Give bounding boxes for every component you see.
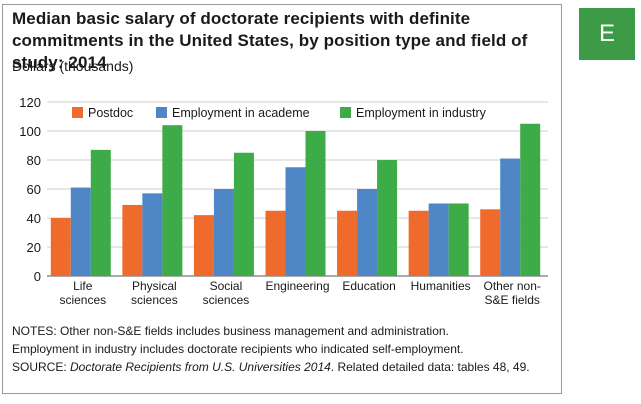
y-tick-label: 120 bbox=[19, 95, 41, 110]
bar-postdoc bbox=[193, 215, 214, 276]
y-axis-label: Dollars (thousands) bbox=[12, 58, 134, 74]
bar-employment-in-academe bbox=[428, 203, 449, 276]
y-tick-label: 0 bbox=[34, 269, 41, 284]
bar-employment-in-industry bbox=[305, 131, 326, 276]
legend-swatch bbox=[340, 107, 351, 118]
x-tick-label: Engineering bbox=[265, 279, 329, 293]
bar-employment-in-academe bbox=[70, 187, 91, 276]
bar-employment-in-academe bbox=[357, 189, 378, 276]
source-title: Doctorate Recipients from U.S. Universit… bbox=[70, 360, 331, 374]
bar-postdoc bbox=[265, 210, 286, 276]
chart-title: Median basic salary of doctorate recipie… bbox=[12, 9, 528, 72]
legend-swatch bbox=[72, 107, 83, 118]
source-prefix: SOURCE: bbox=[12, 360, 71, 374]
y-tick-label: 20 bbox=[27, 240, 41, 255]
legend-label: Postdoc bbox=[88, 106, 133, 120]
notes-line-1: NOTES: Other non-S&E fields includes bus… bbox=[12, 324, 449, 338]
section-badge: E bbox=[579, 8, 635, 60]
x-tick-label: Humanities bbox=[411, 279, 471, 293]
bar-employment-in-academe bbox=[500, 158, 521, 276]
bar-employment-in-academe bbox=[213, 189, 234, 276]
bar-postdoc bbox=[480, 209, 501, 276]
x-tick-label: Social bbox=[210, 279, 243, 293]
legend-label: Employment in industry bbox=[356, 106, 487, 120]
x-tick-label: sciences bbox=[59, 293, 106, 307]
x-tick-label: Other non- bbox=[484, 279, 541, 293]
source-suffix: . Related detailed data: tables 48, 49. bbox=[330, 360, 530, 374]
notes-line-2: Employment in industry includes doctorat… bbox=[12, 342, 464, 356]
bar-employment-in-industry bbox=[377, 160, 398, 276]
x-tick-label: S&E fields bbox=[485, 293, 540, 307]
bar-employment-in-academe bbox=[285, 167, 306, 276]
bar-postdoc bbox=[50, 218, 71, 276]
notes: NOTES: Other non-S&E fields includes bus… bbox=[12, 322, 552, 376]
y-tick-label: 40 bbox=[27, 211, 41, 226]
x-tick-label: Life bbox=[73, 279, 93, 293]
bar-postdoc bbox=[408, 210, 429, 276]
bar-employment-in-industry bbox=[162, 125, 183, 276]
x-tick-label: sciences bbox=[203, 293, 250, 307]
x-tick-label: sciences bbox=[131, 293, 178, 307]
y-tick-label: 100 bbox=[19, 124, 41, 139]
bar-employment-in-industry bbox=[90, 149, 111, 276]
bar-postdoc bbox=[122, 204, 143, 276]
bar-employment-in-industry bbox=[520, 123, 541, 276]
bar-postdoc bbox=[337, 210, 358, 276]
y-tick-label: 60 bbox=[27, 182, 41, 197]
legend-swatch bbox=[156, 107, 167, 118]
y-tick-label: 80 bbox=[27, 153, 41, 168]
bar-employment-in-industry bbox=[233, 152, 254, 276]
bar-employment-in-industry bbox=[448, 203, 469, 276]
legend-label: Employment in academe bbox=[172, 106, 310, 120]
bar-employment-in-academe bbox=[142, 193, 163, 276]
source-line: SOURCE: Doctorate Recipients from U.S. U… bbox=[12, 358, 552, 376]
x-tick-label: Physical bbox=[132, 279, 177, 293]
x-tick-label: Education bbox=[342, 279, 395, 293]
